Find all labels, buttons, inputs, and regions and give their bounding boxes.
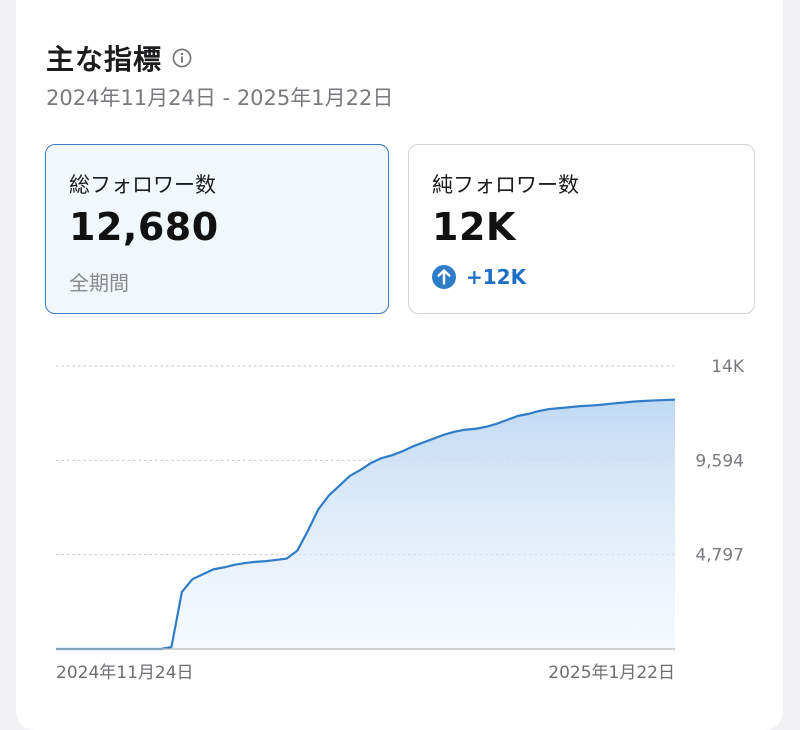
info-circle-icon[interactable]	[172, 48, 192, 68]
data-point	[328, 495, 330, 497]
title-row: 主な指標	[46, 38, 192, 78]
data-point	[65, 648, 67, 650]
data-point	[128, 648, 130, 650]
data-point	[212, 568, 214, 570]
data-point	[632, 401, 634, 403]
data-point	[548, 408, 550, 410]
metric-change-value: +12K	[466, 265, 527, 289]
data-point	[265, 560, 267, 562]
data-point	[244, 562, 246, 564]
data-point	[97, 648, 99, 650]
y-tick-label: 9,594	[695, 451, 744, 471]
data-point	[601, 404, 603, 406]
metric-value: 12K	[432, 205, 516, 249]
data-point	[401, 450, 403, 452]
data-point	[559, 407, 561, 409]
data-point	[464, 429, 466, 431]
data-point	[380, 457, 382, 459]
data-point	[181, 591, 183, 593]
metric-card-total-followers[interactable]: 総フォロワー数 12,680 全期間	[45, 144, 389, 314]
data-point	[412, 445, 414, 447]
data-point	[527, 413, 529, 415]
metric-label: 純フォロワー数	[432, 173, 579, 197]
data-point	[433, 438, 435, 440]
data-point	[443, 434, 445, 436]
data-point	[349, 475, 351, 477]
data-point	[517, 415, 519, 417]
page-title: 主な指標	[46, 43, 163, 76]
chart-area-fill	[56, 399, 675, 649]
data-point	[569, 406, 571, 408]
data-point	[149, 648, 151, 650]
data-point	[233, 564, 235, 566]
data-point	[391, 454, 393, 456]
data-point	[611, 403, 613, 405]
data-point	[170, 646, 172, 648]
metric-value: 12,680	[69, 205, 219, 249]
data-point	[370, 462, 372, 464]
data-point	[643, 400, 645, 402]
data-point	[622, 402, 624, 404]
data-point	[485, 426, 487, 428]
data-point	[506, 419, 508, 421]
data-point	[223, 566, 225, 568]
data-point	[307, 530, 309, 532]
data-point	[674, 399, 676, 401]
data-point	[202, 573, 204, 575]
data-point	[580, 405, 582, 407]
data-point	[454, 431, 456, 433]
metric-card-net-followers[interactable]: 純フォロワー数 12K +12K	[408, 144, 755, 314]
date-range: 2024年11月24日 - 2025年1月22日	[46, 86, 394, 110]
data-point	[475, 428, 477, 430]
data-point	[55, 648, 57, 650]
x-tick-label-end: 2025年1月22日	[548, 663, 675, 683]
data-point	[359, 469, 361, 471]
data-point	[422, 442, 424, 444]
y-tick-label: 4,797	[695, 546, 744, 566]
data-point	[254, 561, 256, 563]
data-point	[653, 399, 655, 401]
y-tick-label: 14K	[711, 357, 745, 377]
metric-period: 全期間	[69, 271, 129, 295]
data-point	[191, 578, 193, 580]
data-point	[76, 648, 78, 650]
followers-chart: 14K 9,594 4,797 2024年11月24日 2025年1月22日	[55, 357, 745, 683]
metric-label: 総フォロワー数	[69, 173, 216, 197]
data-point	[664, 399, 666, 401]
data-point	[139, 648, 141, 650]
data-point	[160, 648, 162, 650]
data-point	[118, 648, 120, 650]
data-point	[296, 550, 298, 552]
arrow-up-circle-icon	[432, 265, 456, 289]
data-point	[496, 423, 498, 425]
key-metrics-card: 主な指標 2024年11月24日 - 2025年1月22日 総フォロワー数 12…	[16, 0, 783, 730]
data-point	[590, 405, 592, 407]
data-point	[317, 508, 319, 510]
x-tick-label-start: 2024年11月24日	[56, 663, 194, 683]
data-point	[538, 410, 540, 412]
data-point	[286, 558, 288, 560]
metric-change: +12K	[432, 265, 526, 289]
data-point	[86, 648, 88, 650]
data-point	[275, 559, 277, 561]
data-point	[338, 485, 340, 487]
data-point	[107, 648, 109, 650]
